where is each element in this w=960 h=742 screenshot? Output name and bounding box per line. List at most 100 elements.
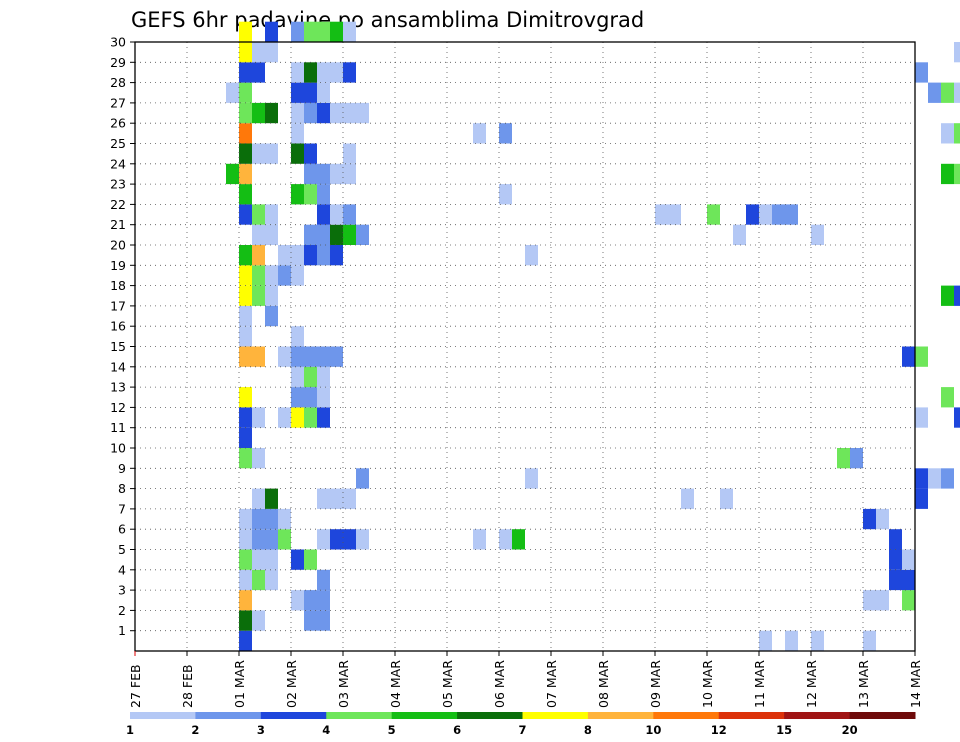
heatmap-cell: [265, 508, 278, 530]
y-tick-label: 3: [118, 583, 126, 598]
heatmap-cell: [512, 529, 525, 550]
heatmap-cell: [772, 204, 785, 225]
y-tick-label: 8: [118, 481, 126, 496]
heatmap-cell: [226, 163, 239, 185]
heatmap-cell: [330, 488, 343, 509]
heatmap-cell: [343, 204, 356, 225]
x-tick-label: 09 MAR: [648, 660, 663, 708]
heatmap-cell: [239, 630, 252, 651]
heatmap-cell: [317, 346, 330, 367]
heatmap-cell: [317, 184, 330, 205]
legend-swatch: [849, 712, 916, 719]
heatmap-cell: [915, 346, 928, 367]
heatmap-cell: [252, 102, 265, 124]
heatmap-cell: [304, 610, 317, 631]
heatmap-cell: [252, 488, 265, 509]
heatmap-cell: [317, 407, 330, 428]
heatmap-cell: [239, 204, 252, 225]
heatmap-cell: [239, 102, 252, 124]
heatmap-cell: [239, 326, 252, 347]
heatmap-cell: [317, 590, 330, 611]
heatmap-cell: [499, 184, 512, 205]
heatmap-cell: [954, 123, 960, 144]
heatmap-cell: [278, 265, 291, 286]
heatmap-cell: [759, 630, 772, 651]
heatmap-cell: [265, 224, 278, 245]
legend-label: 3: [257, 723, 265, 737]
heatmap-cell: [239, 387, 252, 408]
y-tick-label: 13: [110, 380, 126, 395]
heatmap-cell: [330, 224, 343, 245]
y-tick-label: 26: [110, 116, 126, 131]
heatmap-cell: [291, 326, 304, 347]
color-legend: 1 2 3 4 5 6 7 8 10 12 15 20: [126, 712, 916, 737]
heatmap-cell: [317, 387, 330, 408]
heatmap-cell: [343, 488, 356, 509]
heatmap-cell: [954, 407, 960, 428]
y-tick-label: 5: [118, 542, 126, 557]
heatmap-cell: [291, 549, 304, 570]
heatmap-cell: [317, 529, 330, 550]
heatmap-cell: [941, 163, 954, 185]
heatmap-cell: [889, 529, 902, 550]
heatmap-cell: [473, 123, 486, 144]
heatmap-cell: [499, 529, 512, 550]
heatmap-cell: [291, 82, 304, 103]
y-tick-label: 19: [110, 258, 126, 273]
heatmap-cell: [252, 407, 265, 428]
heatmap-cell: [304, 143, 317, 164]
heatmap-cell: [239, 265, 252, 286]
heatmap-cell: [902, 590, 915, 611]
heatmap-cell: [330, 21, 343, 42]
heatmap-cell: [304, 21, 317, 42]
heatmap-cell: [239, 163, 252, 185]
heatmap-cell: [343, 529, 356, 550]
heatmap-cell: [239, 529, 252, 550]
heatmap-cell: [330, 204, 343, 225]
y-tick-label: 27: [110, 95, 126, 110]
heatmap-cell: [252, 42, 265, 63]
x-tick-label: 02 MAR: [284, 660, 299, 708]
x-tick-label: 04 MAR: [388, 660, 403, 708]
x-tick-label: 05 MAR: [440, 660, 455, 708]
heatmap-cell: [343, 21, 356, 42]
heatmap-cell: [317, 21, 330, 42]
heatmap-cells: [226, 21, 960, 651]
heatmap-cell: [317, 610, 330, 631]
heatmap-cell: [941, 468, 954, 489]
heatmap-cell: [902, 569, 915, 591]
legend-swatch: [653, 712, 720, 719]
heatmap-cell: [343, 163, 356, 185]
heatmap-cell: [330, 102, 343, 124]
heatmap-cell: [720, 488, 733, 509]
heatmap-cell: [317, 569, 330, 591]
y-tick-label: 7: [118, 501, 126, 516]
legend-swatch: [587, 712, 654, 719]
heatmap-cell: [239, 82, 252, 103]
heatmap-cell: [252, 245, 265, 266]
heatmap-cell: [239, 549, 252, 570]
heatmap-cell: [733, 224, 746, 245]
heatmap-cell: [265, 488, 278, 509]
y-tick-label: 28: [110, 75, 126, 90]
heatmap-cell: [499, 123, 512, 144]
heatmap-cell: [239, 245, 252, 266]
heatmap-cell: [330, 346, 343, 367]
heatmap-cell: [317, 245, 330, 266]
heatmap-cell: [239, 407, 252, 428]
heatmap-cell: [252, 508, 265, 530]
x-axis: 27 FEB 28 FEB 01 MAR 02 MAR 03 MAR 04 MAR 05 M…: [128, 651, 923, 708]
y-tick-label: 21: [110, 217, 126, 232]
y-tick-label: 20: [110, 238, 126, 253]
heatmap-cell: [317, 366, 330, 388]
heatmap-cell: [304, 407, 317, 428]
heatmap-cell: [863, 630, 876, 651]
heatmap-cell: [239, 346, 252, 367]
heatmap-cell: [291, 143, 304, 164]
heatmap-cell: [226, 82, 239, 103]
heatmap-cell: [811, 224, 824, 245]
heatmap-cell: [278, 407, 291, 428]
x-tick-label: 13 MAR: [856, 660, 871, 708]
heatmap-cell: [785, 204, 798, 225]
